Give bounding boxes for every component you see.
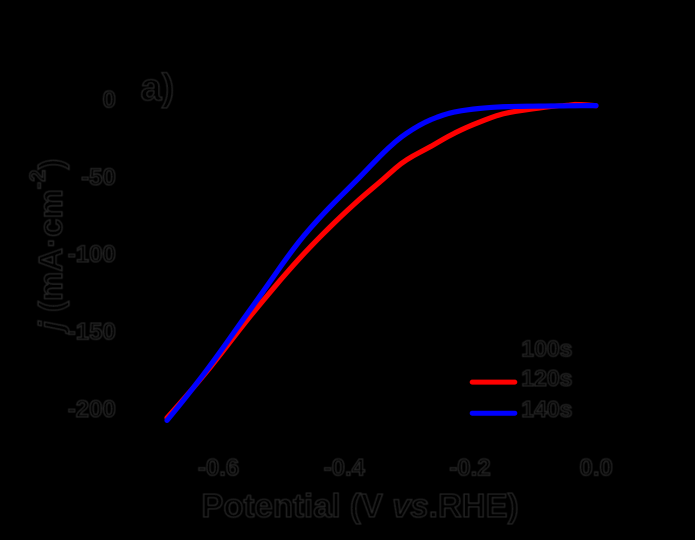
svg-text:120s: 120s [521,365,572,391]
svg-text:140s: 140s [521,396,572,422]
svg-text:j (mA·cm-2): j (mA·cm-2) [25,159,69,335]
svg-text:100s: 100s [521,336,572,362]
svg-text:-200: -200 [68,396,116,423]
svg-text:0.0: 0.0 [580,454,613,481]
svg-text:-50: -50 [81,164,116,191]
svg-text:a): a) [141,67,175,109]
svg-text:Potential (V vs.RHE): Potential (V vs.RHE) [201,487,518,524]
svg-text:0: 0 [102,87,115,114]
svg-text:-0.6: -0.6 [198,454,239,481]
svg-text:-100: -100 [68,241,116,268]
svg-text:-0.4: -0.4 [324,454,366,481]
svg-text:-0.2: -0.2 [449,454,490,481]
svg-text:-150: -150 [68,319,116,346]
